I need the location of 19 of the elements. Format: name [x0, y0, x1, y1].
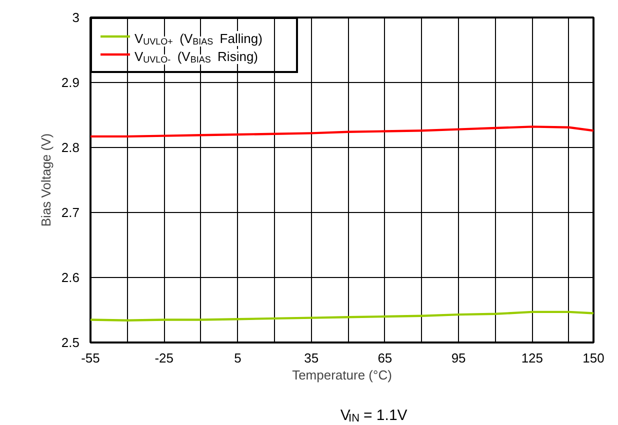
- y-tick-label: 3: [72, 10, 80, 25]
- line-series: [90, 126, 594, 138]
- y-tick-label: 2.8: [61, 140, 80, 155]
- y-tick-label: 2.7: [61, 205, 80, 220]
- y-tick-label: 2.6: [61, 270, 80, 285]
- x-tick-label: 125: [521, 350, 544, 366]
- x-axis-title: Temperature (°C): [292, 368, 392, 382]
- x-tick-label: 5: [234, 350, 242, 366]
- x-tick-label: 35: [304, 350, 319, 366]
- x-tick-label: 95: [451, 350, 466, 366]
- y-axis-title: Bias Voltage (V): [38, 133, 54, 227]
- text: VIN = 1.1V: [340, 407, 408, 424]
- x-tick-label: -55: [81, 350, 100, 366]
- line-series: [90, 310, 594, 322]
- y-tick-label: 2.5: [61, 335, 80, 350]
- x-tick-label: 150: [582, 350, 604, 366]
- y-tick-label: 2.9: [61, 75, 80, 90]
- x-tick-label: -25: [154, 350, 174, 366]
- x-tick-label: 65: [378, 350, 392, 366]
